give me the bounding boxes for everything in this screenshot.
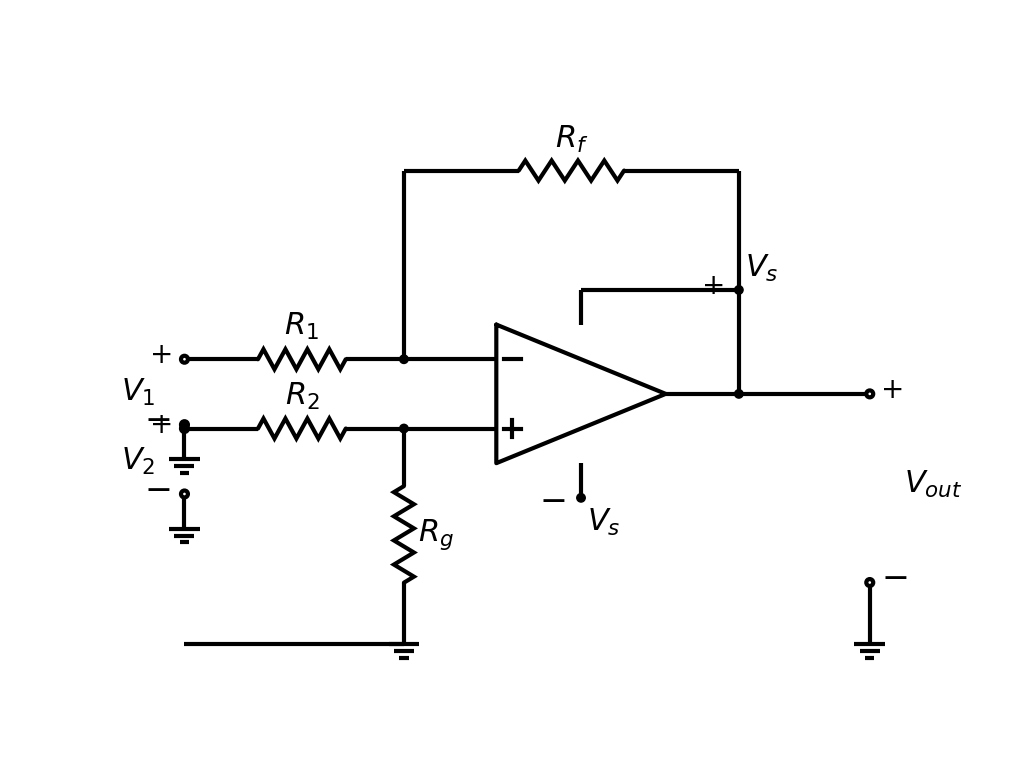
Text: −: − (540, 486, 567, 518)
Circle shape (181, 421, 188, 428)
Text: $V_s$: $V_s$ (745, 253, 778, 284)
Text: $R_2$: $R_2$ (285, 380, 319, 412)
Text: $R_f$: $R_f$ (555, 124, 588, 155)
Circle shape (399, 355, 409, 364)
Text: −: − (145, 474, 173, 507)
Circle shape (734, 390, 743, 398)
Text: $V_1$: $V_1$ (121, 377, 156, 407)
Text: +: + (150, 341, 173, 370)
Circle shape (181, 491, 188, 498)
Text: $V_{out}$: $V_{out}$ (904, 469, 963, 500)
Circle shape (181, 425, 188, 432)
Circle shape (866, 579, 873, 586)
Text: −: − (882, 562, 909, 595)
Text: $V_s$: $V_s$ (587, 507, 621, 538)
Text: −: − (145, 404, 173, 437)
Text: +: + (701, 272, 725, 300)
Circle shape (866, 390, 873, 397)
Text: $R_g$: $R_g$ (418, 517, 454, 551)
Circle shape (181, 356, 188, 363)
Text: +: + (150, 410, 173, 439)
Text: $R_1$: $R_1$ (285, 311, 319, 342)
Circle shape (577, 494, 586, 502)
Text: +: + (882, 376, 904, 404)
Circle shape (734, 285, 743, 295)
Text: $V_2$: $V_2$ (121, 446, 156, 477)
Circle shape (399, 424, 409, 433)
